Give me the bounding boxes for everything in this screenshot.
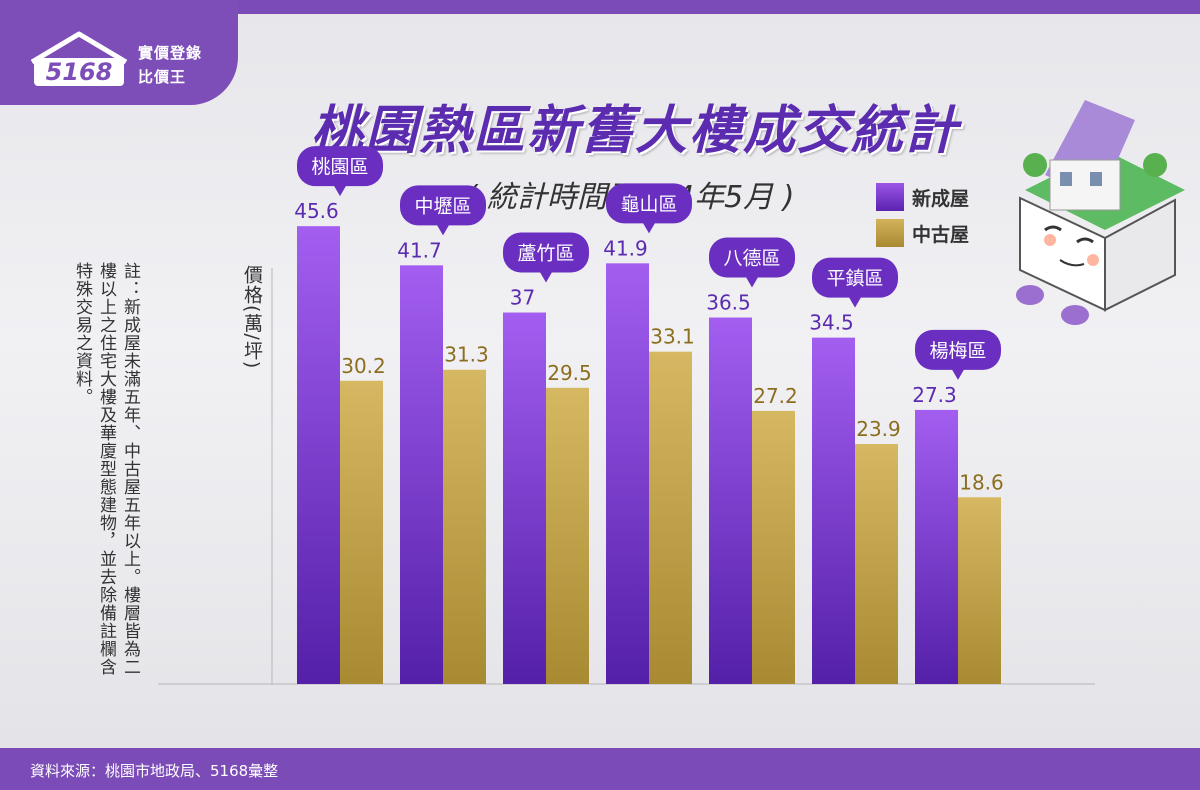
house-logo-icon: 5168 bbox=[30, 31, 128, 86]
bar-old-4 bbox=[752, 410, 795, 684]
legend-swatch-old bbox=[876, 219, 904, 247]
category-label-5: 平鎮區 bbox=[826, 268, 883, 290]
bar-old-6 bbox=[958, 497, 1001, 684]
category-label-3: 龜山區 bbox=[620, 193, 677, 215]
category-tag-bg-5 bbox=[812, 257, 898, 298]
bar-old-5 bbox=[855, 444, 898, 684]
logo-text-line2: 比價王 bbox=[138, 68, 187, 86]
data-label-new-5: 34.5 bbox=[809, 311, 854, 335]
data-label-old-0: 30.2 bbox=[341, 354, 386, 378]
footnote: 註：新成屋未滿五年、中古屋五年以上。樓層皆為二樓以上之住宅大樓及華廈型態建物，並… bbox=[72, 262, 140, 676]
bar-old-0 bbox=[340, 380, 383, 684]
category-label-4: 八德區 bbox=[723, 248, 780, 270]
bar-new-5 bbox=[812, 337, 855, 684]
data-label-old-5: 23.9 bbox=[856, 417, 901, 441]
category-tag-bg-6 bbox=[915, 329, 1001, 370]
data-label-old-3: 33.1 bbox=[650, 325, 695, 349]
house-mascot-icon bbox=[1016, 100, 1185, 325]
bar-new-1 bbox=[400, 265, 443, 684]
logo-panel: 5168 實價登錄 比價王 bbox=[0, 0, 238, 105]
bar-new-6 bbox=[915, 409, 958, 684]
chart-title: 桃園熱區新舊大樓成交統計 bbox=[310, 101, 959, 161]
legend-swatch-new bbox=[876, 183, 904, 211]
category-tag-pointer-2 bbox=[539, 270, 553, 283]
category-tag-pointer-0 bbox=[333, 184, 347, 197]
category-label-2: 蘆竹區 bbox=[517, 243, 574, 265]
legend-label-old: 中古屋 bbox=[912, 223, 970, 246]
category-label-1: 中壢區 bbox=[414, 195, 471, 217]
data-label-new-3: 41.9 bbox=[603, 236, 648, 260]
logo-number: 5168 bbox=[46, 58, 113, 86]
footer-bar: 資料來源：桃園市地政局、5168彙整 bbox=[0, 748, 1200, 790]
bar-old-2 bbox=[546, 387, 589, 684]
data-label-old-4: 27.2 bbox=[753, 384, 798, 408]
bar-new-2 bbox=[503, 312, 546, 684]
category-tag-pointer-5 bbox=[848, 295, 862, 308]
data-label-old-2: 29.5 bbox=[547, 361, 592, 385]
y-axis-label: 價格(萬/坪) bbox=[241, 265, 263, 370]
legend-item-old: 中古屋 bbox=[876, 219, 969, 247]
bar-old-3 bbox=[649, 351, 692, 684]
data-label-old-1: 31.3 bbox=[444, 343, 489, 367]
bar-new-0 bbox=[297, 226, 340, 684]
category-label-0: 桃園區 bbox=[311, 156, 368, 178]
category-tag-bg-4 bbox=[709, 237, 795, 278]
category-tag-bg-0 bbox=[297, 146, 383, 187]
legend-label-new: 新成屋 bbox=[912, 187, 970, 210]
source-text: 資料來源：桃園市地政局、5168彙整 bbox=[30, 762, 279, 780]
category-tag-pointer-4 bbox=[745, 275, 759, 288]
legend-item-new: 新成屋 bbox=[876, 183, 969, 211]
category-tag-pointer-6 bbox=[951, 367, 965, 380]
category-tag-bg-1 bbox=[400, 185, 486, 226]
category-tag-pointer-3 bbox=[642, 221, 656, 234]
category-label-6: 楊梅區 bbox=[929, 340, 986, 362]
bar-new-3 bbox=[606, 263, 649, 684]
category-tag-bg-3 bbox=[606, 183, 692, 224]
category-tag-pointer-1 bbox=[436, 223, 450, 236]
data-label-new-2: 37 bbox=[510, 286, 535, 310]
data-label-new-1: 41.7 bbox=[397, 238, 442, 262]
data-label-new-6: 27.3 bbox=[912, 383, 957, 407]
data-label-new-4: 36.5 bbox=[706, 291, 751, 315]
category-tag-bg-2 bbox=[503, 232, 589, 273]
data-label-new-0: 45.6 bbox=[294, 199, 339, 223]
bar-new-4 bbox=[709, 317, 752, 684]
bar-old-1 bbox=[443, 369, 486, 684]
data-label-old-6: 18.6 bbox=[959, 470, 1004, 494]
logo-text-line1: 實價登錄 bbox=[138, 44, 203, 62]
